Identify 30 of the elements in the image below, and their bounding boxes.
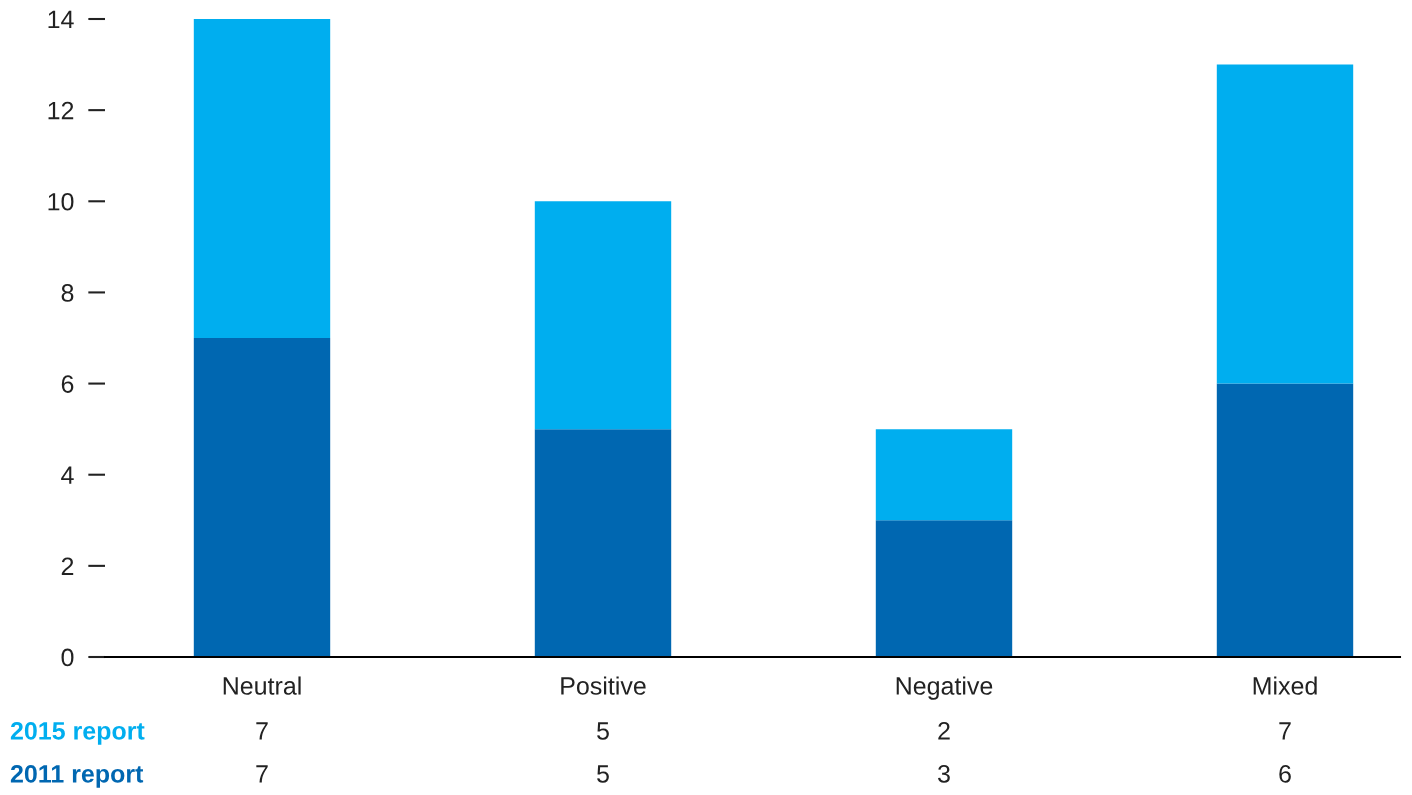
data-label: 5 (597, 722, 609, 740)
y-tick-label: 4 (61, 466, 74, 484)
bar (1216, 383, 1354, 657)
y-tick-label: 14 (48, 10, 74, 29)
y-tick-label: 12 (48, 101, 74, 120)
text: 2015 report (10, 722, 145, 745)
bar (875, 520, 1013, 657)
y-tick-label: 10 (48, 192, 74, 211)
text: 2011 report (10, 765, 144, 788)
y-tick-label: 0 (61, 648, 74, 667)
data-label: 3 (938, 765, 950, 783)
y-tick-label: 2 (61, 557, 74, 575)
data-label: 7 (1279, 722, 1291, 740)
bar (875, 429, 1013, 521)
bar (193, 338, 331, 657)
data-label: 7 (256, 765, 268, 783)
bar (534, 201, 672, 430)
bar (193, 19, 331, 338)
x-tick-label: Positive (561, 676, 646, 695)
data-label: 7 (256, 722, 268, 740)
data-label: 5 (597, 765, 609, 783)
y-tick-label: 8 (61, 284, 74, 302)
bar (1216, 64, 1354, 384)
x-tick-label: Negative (896, 676, 993, 700)
x-tick-label: Neutral (223, 676, 301, 695)
data-label: 2 (938, 722, 950, 740)
x-tick-label: Mixed (1253, 676, 1317, 695)
bar (534, 429, 672, 657)
data-label: 6 (1279, 765, 1291, 783)
y-tick-label: 6 (61, 375, 74, 393)
